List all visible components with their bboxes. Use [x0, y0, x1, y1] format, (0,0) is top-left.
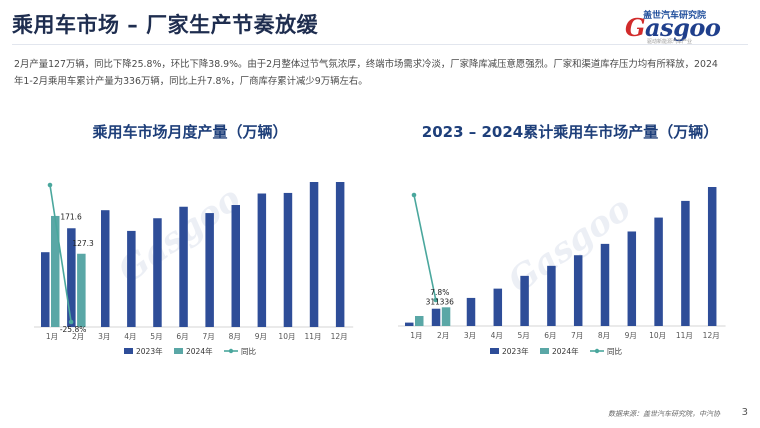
x-tick-5月-c0: 5月 [150, 332, 162, 341]
slide-title: 乘用车市场 – 厂家生产节奏放缓 [12, 13, 319, 37]
legend-label-yoy-c0: 同比 [241, 346, 256, 356]
summary-text: 2月产量127万辆，同比下降25.8%，环比下降38.9%。由于2月整体过节气氛… [14, 56, 734, 90]
bar-2023-12月-c1 [707, 187, 717, 326]
x-tick-8月-c0: 8月 [229, 332, 241, 341]
x-tick-9月-c1: 9月 [625, 331, 637, 340]
x-tick-9月-c0: 9月 [255, 332, 267, 341]
x-tick-5月-c1: 5月 [517, 331, 529, 340]
x-tick-11月-c0: 11月 [305, 332, 322, 341]
legend-swatch-yoy-dot-c1 [594, 348, 600, 354]
bar-2024-1月-c1 [415, 315, 424, 326]
bar-2023-6月-c1 [547, 265, 556, 326]
yoy-point-2月-c0 [68, 319, 74, 325]
bar-2023-10月-c0 [283, 192, 293, 327]
header-divider [12, 44, 748, 45]
x-tick-2月-c0: 2月 [72, 332, 84, 341]
bar-2023-8月-c1 [600, 243, 610, 326]
bar-2024-2月-c0 [77, 253, 86, 327]
x-tick-3月-c1: 3月 [464, 331, 476, 340]
bar-2023-5月-c0 [153, 218, 162, 327]
bar-2023-5月-c1 [520, 275, 529, 326]
x-tick-7月-c0: 7月 [203, 332, 215, 341]
bar-2023-1月-c0 [41, 252, 50, 327]
logo-subtext: 驱动新能源汽车产业 [647, 39, 693, 45]
x-tick-12月-c0: 12月 [331, 332, 348, 341]
bar-2024-1月-c0 [51, 215, 60, 327]
label-2023-2月-c0: 171.6 [60, 212, 82, 221]
bar-2024-2月-c1 [441, 307, 451, 326]
x-tick-11月-c1: 11月 [676, 331, 693, 340]
bar-2023-6月-c0 [179, 206, 188, 327]
bar-2023-9月-c0 [257, 193, 267, 327]
label-2024-2月-c1: 336 [440, 297, 455, 306]
legend-swatch-2023-c1 [490, 348, 499, 354]
label-yoy-2月-c1: 7.8% [430, 288, 449, 297]
legend-label-2024-c0: 2024年 [186, 346, 213, 356]
bar-2023-2月-c0 [67, 228, 76, 327]
x-tick-2月-c1: 2月 [437, 331, 449, 340]
yoy-point-2月-c1 [433, 297, 439, 303]
legend-label-2024-c1: 2024年 [552, 346, 579, 356]
x-tick-1月-c0: 1月 [46, 332, 58, 341]
logo-cn-text: 盖世汽车研究院 [643, 11, 707, 21]
page-number: 3 [741, 407, 748, 418]
bar-2023-3月-c1 [466, 297, 476, 326]
bar-2023-7月-c1 [573, 255, 583, 326]
bar-2023-12月-c0 [335, 182, 345, 327]
gasgoo-logo: 盖世汽车研究院 Gasgoo 驱动新能源汽车产业 [625, 8, 740, 45]
x-tick-3月-c0: 3月 [98, 332, 110, 341]
legend-swatch-2024-c0 [174, 348, 183, 354]
label-2024-2月-c0: 127.3 [72, 239, 94, 248]
bar-2023-2月-c1 [431, 308, 441, 326]
bar-2023-7月-c0 [205, 213, 214, 327]
bar-2023-1月-c1 [405, 322, 414, 326]
bar-2023-11月-c0 [309, 182, 319, 327]
yoy-point-start-c1 [411, 192, 417, 198]
chart-title-cumulative: 2023 – 2024累计乘用车市场产量（万辆） [421, 123, 719, 141]
bar-2023-4月-c1 [493, 288, 503, 326]
yoy-point-start-c0 [47, 182, 53, 188]
legend-swatch-yoy-dot-c0 [228, 348, 234, 354]
x-tick-4月-c0: 4月 [124, 332, 136, 341]
bar-2023-4月-c0 [127, 230, 136, 327]
legend-swatch-2023-c0 [124, 348, 133, 354]
legend-label-2023-c1: 2023年 [502, 346, 529, 356]
x-tick-7月-c1: 7月 [571, 331, 583, 340]
yoy-line-c0 [49, 184, 72, 323]
logo-wordmark: Gasgoo [625, 13, 721, 42]
label-2023-2月-c1: 311 [426, 298, 441, 307]
label-yoy-2月-c0: -25.8% [60, 325, 87, 334]
bar-2023-9月-c1 [627, 231, 637, 326]
bar-2023-11月-c1 [681, 200, 690, 326]
chart-title-monthly: 乘用车市场月度产量（万辆） [92, 123, 288, 141]
bar-2023-8月-c0 [231, 205, 240, 327]
summary-line-1: 2月产量127万辆，同比下降25.8%，环比下降38.9%。由于2月整体过节气氛… [14, 59, 718, 70]
x-tick-4月-c1: 4月 [491, 331, 503, 340]
legend-swatch-2024-c1 [540, 348, 549, 354]
x-tick-1月-c1: 1月 [410, 331, 422, 340]
x-tick-10月-c0: 10月 [278, 332, 295, 341]
bar-2023-10月-c1 [654, 217, 663, 326]
bar-2023-3月-c0 [101, 210, 110, 327]
x-tick-8月-c1: 8月 [598, 331, 610, 340]
x-tick-6月-c1: 6月 [544, 331, 556, 340]
legend-label-2023-c0: 2023年 [136, 346, 163, 356]
yoy-line-c1 [413, 194, 437, 301]
legend-label-yoy-c1: 同比 [607, 346, 622, 356]
x-tick-12月-c1: 12月 [703, 331, 720, 340]
x-tick-6月-c0: 6月 [176, 332, 188, 341]
data-source: 数据来源：盖世汽车研究院，中汽协 [608, 410, 720, 418]
x-tick-10月-c1: 10月 [649, 331, 666, 340]
summary-line-2: 年1-2月乘用车累计产量为336万辆，同比上升7.8%，厂商库存累计减少9万辆左… [14, 76, 368, 87]
